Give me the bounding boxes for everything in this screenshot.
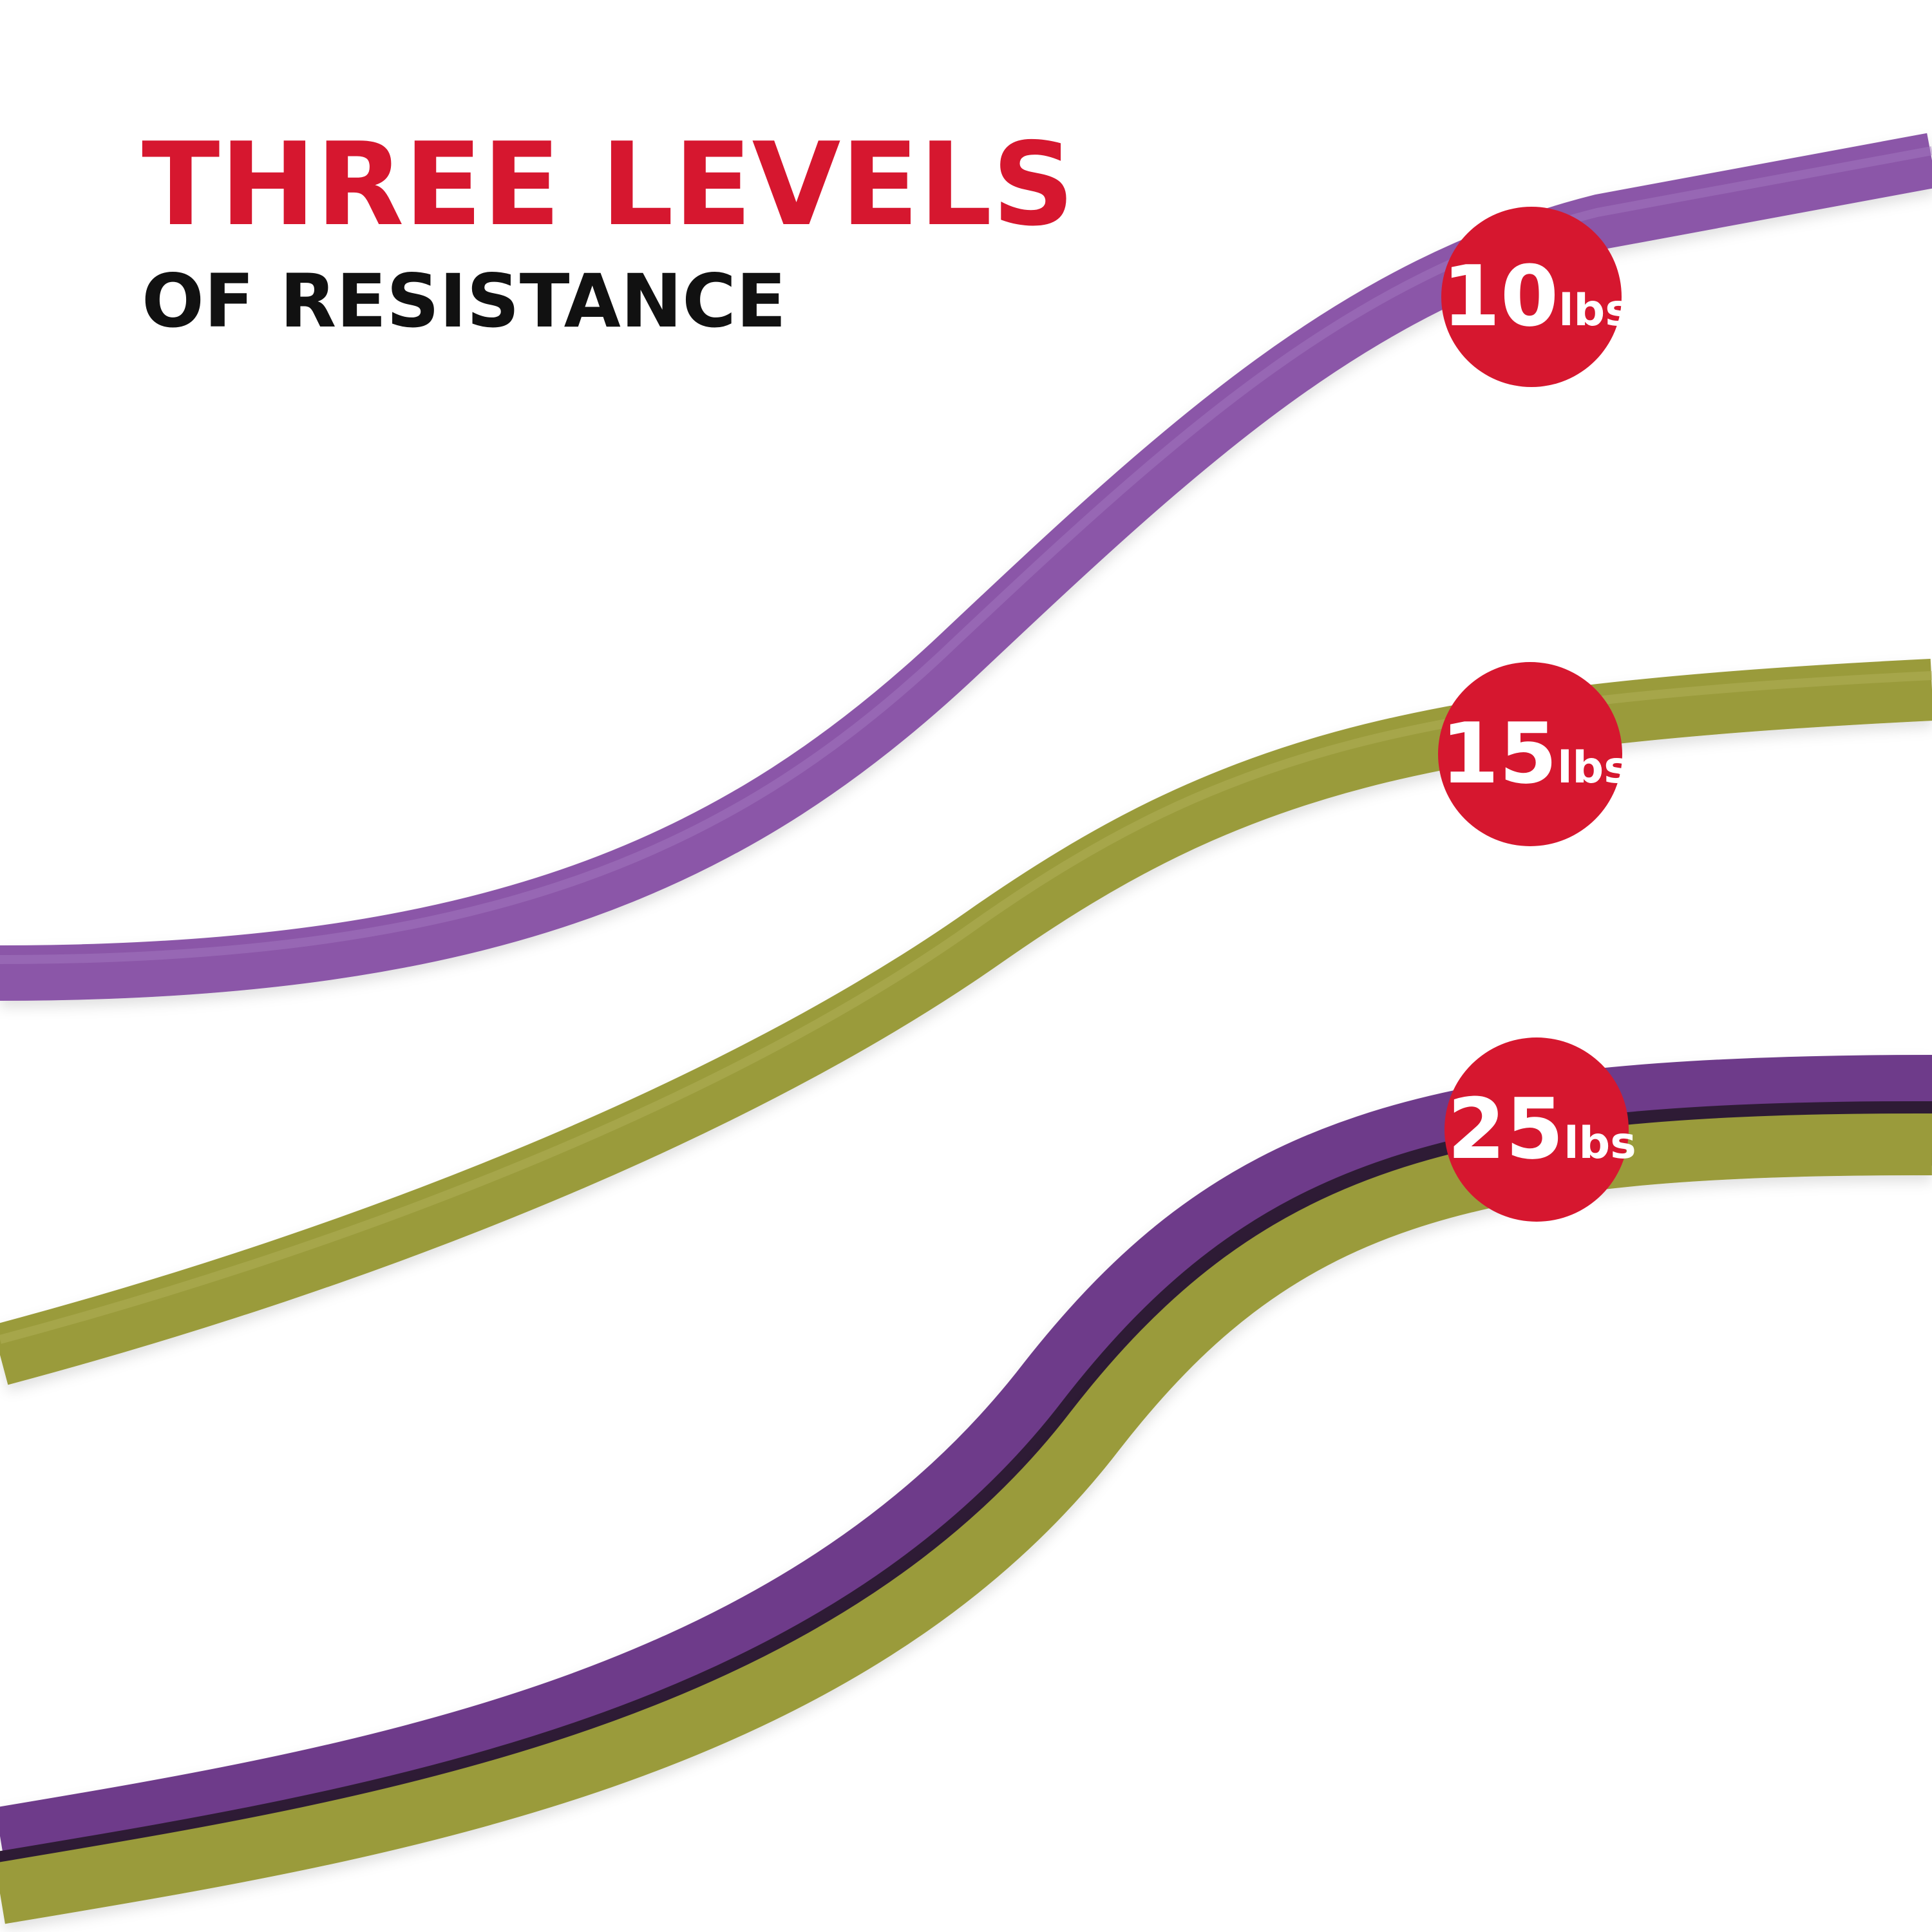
band-highlight bbox=[0, 146, 1932, 964]
badge-unit: lbs bbox=[1564, 1118, 1636, 1169]
badge: 10lbs bbox=[1441, 207, 1631, 387]
badge-label: 25lbs bbox=[1447, 1080, 1636, 1178]
badge-unit: lbs bbox=[1557, 743, 1629, 793]
badge-circle bbox=[1441, 207, 1622, 387]
subtitle: OF RESISTANCE bbox=[142, 258, 786, 344]
badge-circle bbox=[1438, 662, 1622, 846]
badge-unit: lbs bbox=[1558, 285, 1631, 336]
badge-label: 10lbs bbox=[1442, 247, 1631, 345]
title: THREE LEVELS bbox=[142, 118, 1075, 251]
badge: 15lbs bbox=[1438, 662, 1630, 846]
badge-number: 25 bbox=[1447, 1080, 1564, 1178]
badge-number: 15 bbox=[1441, 705, 1557, 802]
badge-circle bbox=[1444, 1037, 1629, 1222]
badge: 25lbs bbox=[1444, 1037, 1636, 1222]
purple-band bbox=[0, 133, 1932, 1001]
badge-label: 15lbs bbox=[1441, 705, 1629, 802]
badge-number: 10 bbox=[1442, 247, 1558, 345]
